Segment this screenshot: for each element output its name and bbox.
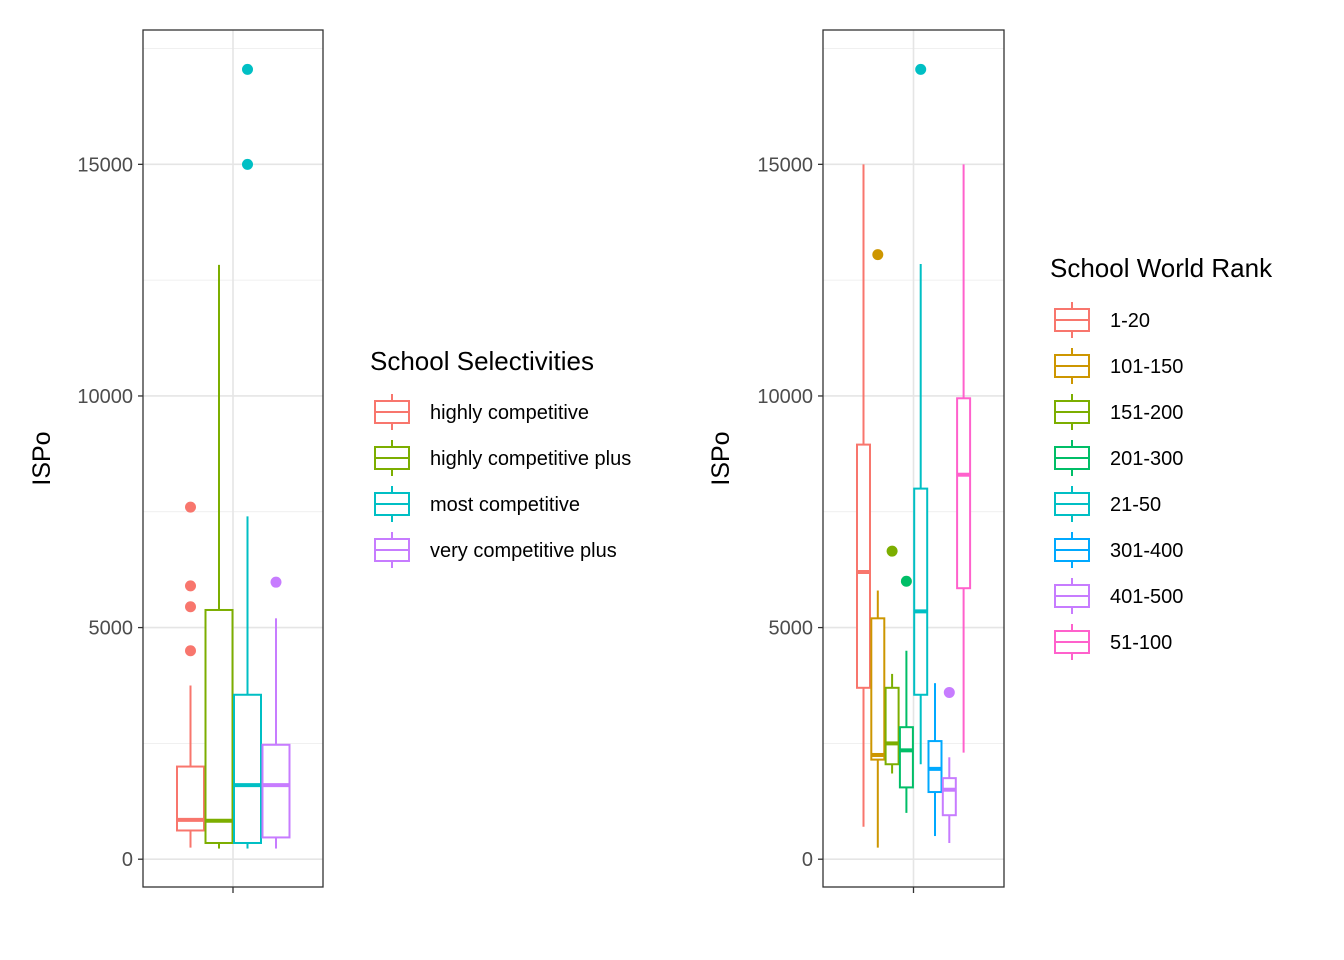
box-iqr <box>913 487 929 696</box>
box-1-20 <box>856 164 871 827</box>
outlier-point <box>915 63 927 75</box>
y-tick-label: 15000 <box>757 154 813 176</box>
legend-entry-most-competitive: most competitive <box>374 486 580 522</box>
box-iqr <box>927 740 943 794</box>
legend-label: highly competitive plus <box>430 448 631 470</box>
box-highly-competitive <box>176 501 205 848</box>
legend-label: very competitive plus <box>430 540 617 562</box>
legend-label: 51-100 <box>1110 632 1172 654</box>
legend-entry-highly-competitive-plus: highly competitive plus <box>374 440 631 476</box>
legend-label: 201-300 <box>1110 448 1183 470</box>
outlier-point <box>185 501 196 513</box>
outlier-point <box>242 158 253 170</box>
box-iqr <box>956 397 972 590</box>
box-iqr <box>204 608 234 844</box>
legend-title: School Selectivities <box>370 346 594 376</box>
box-201-300 <box>898 575 914 813</box>
legend-label: highly competitive <box>430 402 589 424</box>
y-tick-label: 10000 <box>77 386 133 408</box>
legend-label: 151-200 <box>1110 402 1183 424</box>
legend-entry-401-500: 401-500 <box>1054 578 1183 614</box>
legend-title: School World Rank <box>1050 253 1273 283</box>
y-tick-label: 10000 <box>757 386 813 408</box>
box-51-100 <box>956 164 972 753</box>
box-most-competitive <box>233 63 262 849</box>
box-iqr <box>884 686 900 766</box>
box-iqr <box>898 726 914 789</box>
legend-label: 1-20 <box>1110 310 1150 332</box>
outlier-point <box>270 576 282 588</box>
outlier-point <box>185 580 196 592</box>
y-tick-label: 0 <box>802 849 813 871</box>
legend: School World Rank 1-20 101-150 151-200 201-3… <box>1050 253 1273 660</box>
y-tick-label: 5000 <box>769 618 814 640</box>
legend-label: 401-500 <box>1110 586 1183 608</box>
box-iqr <box>870 617 886 761</box>
legend-entry-201-300: 201-300 <box>1054 440 1183 476</box>
legend-entry-101-150: 101-150 <box>1054 348 1183 384</box>
y-axis-label: ISPo <box>707 431 735 485</box>
legend-entry-151-200: 151-200 <box>1054 394 1183 430</box>
box-iqr <box>856 443 871 689</box>
outlier-point <box>872 249 884 261</box>
legend-label: 101-150 <box>1110 356 1183 378</box>
legend-label: 301-400 <box>1110 540 1183 562</box>
legend-label: 21-50 <box>1110 494 1161 516</box>
legend-entry-21-50: 21-50 <box>1054 486 1161 522</box>
box-301-400 <box>927 683 943 837</box>
box-401-500 <box>941 686 957 843</box>
box-iqr <box>233 693 262 844</box>
box-very-competitive-plus <box>261 576 291 849</box>
box-21-50 <box>913 63 929 765</box>
y-tick-label: 5000 <box>89 618 134 640</box>
outlier-point <box>900 575 912 587</box>
box-iqr <box>941 777 957 817</box>
legend: School Selectivities highly competitive hi… <box>370 346 631 568</box>
box-101-150 <box>870 249 886 848</box>
outlier-point <box>242 63 253 75</box>
legend-entry-very-competitive-plus: very competitive plus <box>374 532 617 568</box>
chart-panel-1: 0 5000 10000 15000 ISPo School Selectivities h… <box>28 29 631 893</box>
legend-entry-51-100: 51-100 <box>1054 624 1172 660</box>
legend-entry-1-20: 1-20 <box>1054 302 1150 338</box>
box-151-200 <box>884 545 900 774</box>
box-iqr <box>261 743 291 839</box>
legend-label: most competitive <box>430 494 580 516</box>
outlier-point <box>886 545 898 557</box>
outlier-point <box>943 686 955 698</box>
y-tick-label: 15000 <box>77 154 133 176</box>
chart-panel-2: 0 5000 10000 15000 ISPo School World Rank 1-20… <box>707 29 1273 893</box>
legend-entry-highly-competitive: highly competitive <box>374 394 589 430</box>
y-axis-label: ISPo <box>28 431 56 485</box>
box-highly-competitive-plus <box>204 264 234 849</box>
outlier-point <box>185 645 196 657</box>
y-tick-label: 0 <box>122 849 133 871</box>
legend-entry-301-400: 301-400 <box>1054 532 1183 568</box>
outlier-point <box>185 601 196 613</box>
